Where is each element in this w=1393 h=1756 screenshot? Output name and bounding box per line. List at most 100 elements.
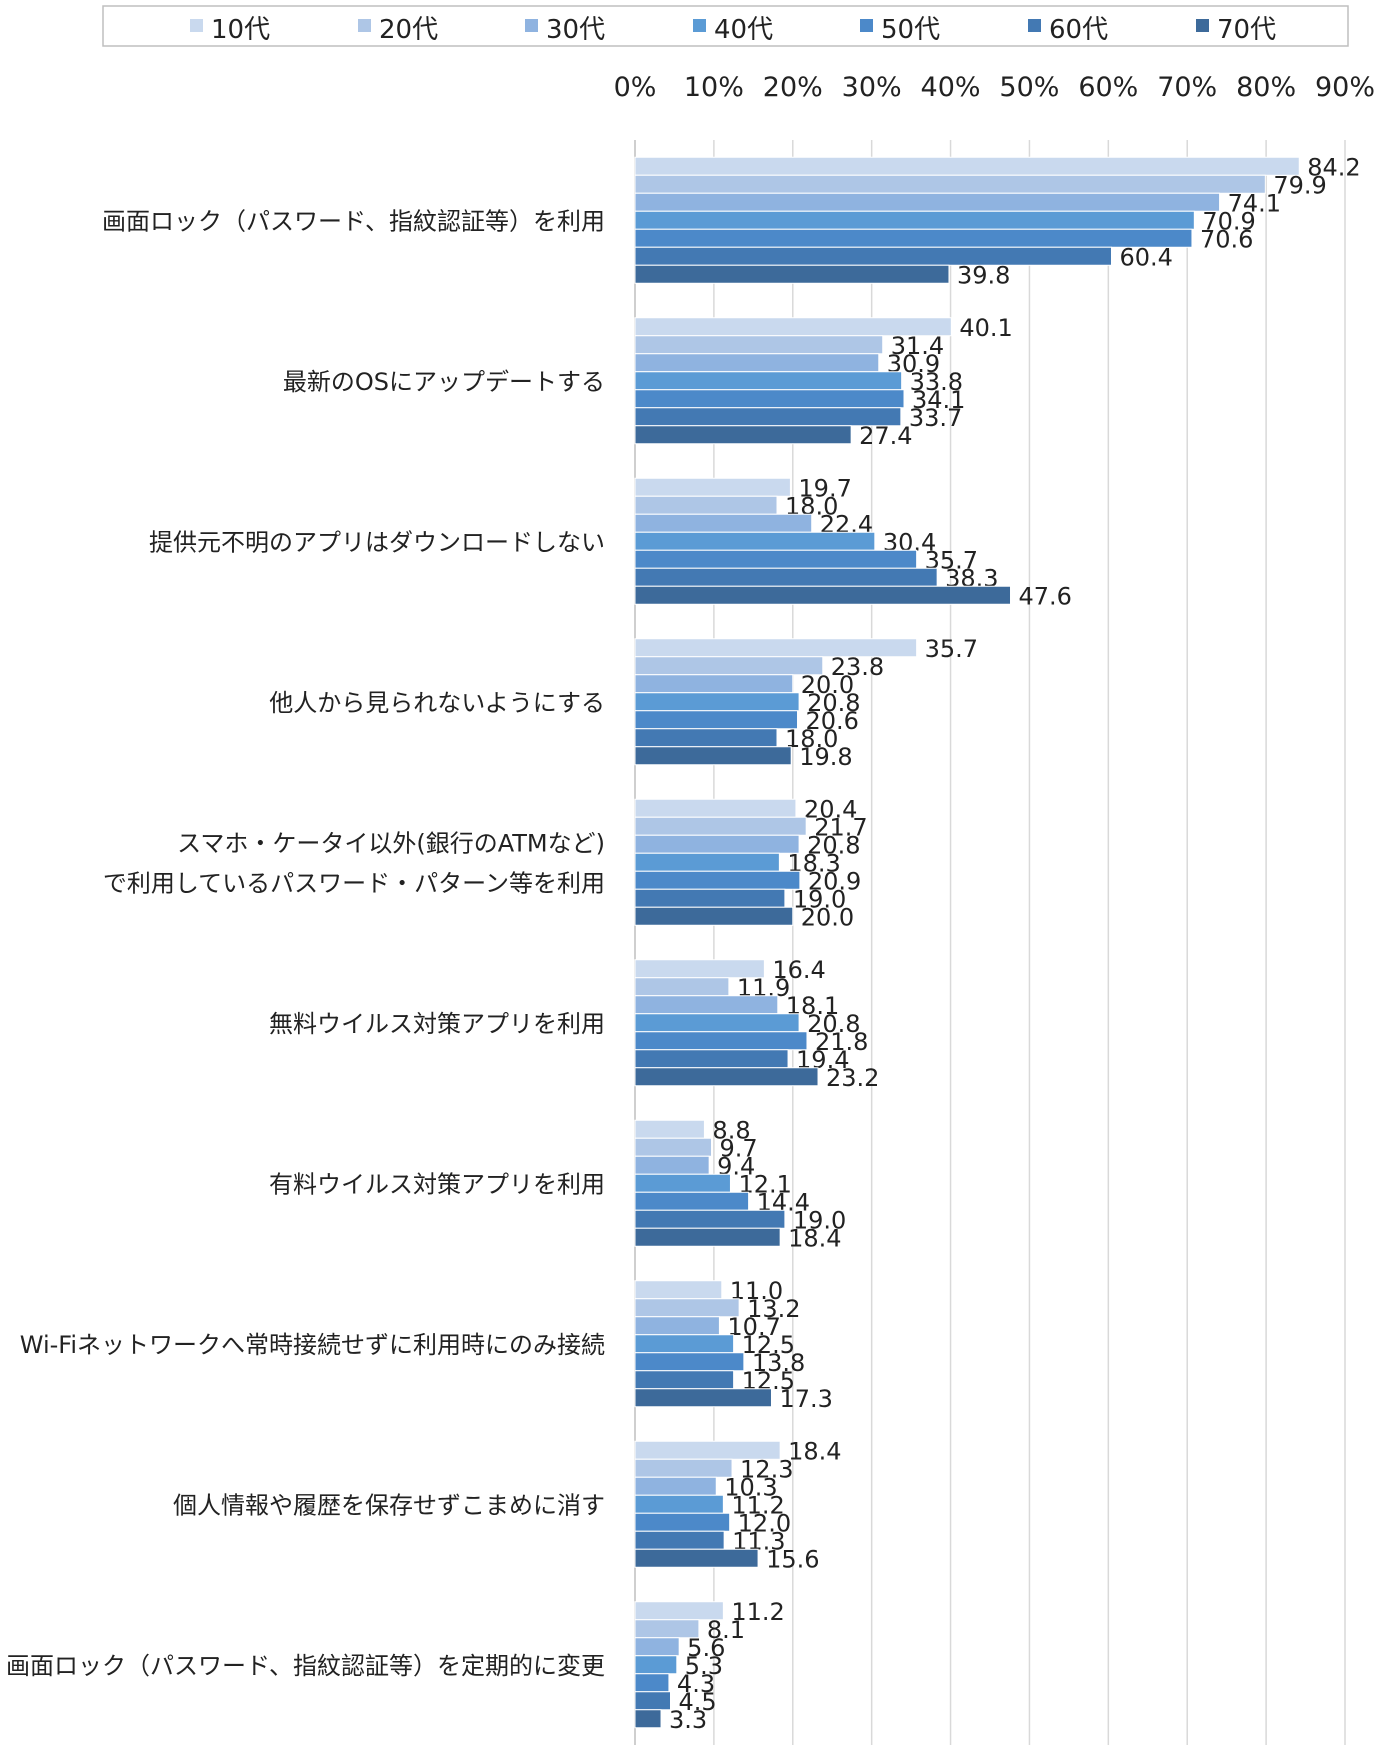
legend-label: 70代 bbox=[1217, 15, 1276, 45]
bar bbox=[634, 513, 813, 533]
category-label: 提供元不明のアプリはダウンロードしない bbox=[149, 528, 605, 556]
data-label: 35.7 bbox=[925, 635, 978, 663]
category-label: 最新のOSにアップデートする bbox=[283, 368, 605, 396]
data-label: 20.6 bbox=[806, 707, 859, 735]
bar bbox=[634, 852, 780, 872]
bars: 84.279.974.170.970.660.439.840.131.430.9… bbox=[634, 153, 1361, 1734]
x-tick-label: 30% bbox=[842, 72, 902, 103]
x-tick-label: 0% bbox=[614, 72, 657, 103]
bar bbox=[634, 870, 801, 890]
category-label: スマホ・ケータイ以外(銀行のATMなど) bbox=[177, 829, 605, 857]
x-tick-label: 70% bbox=[1157, 72, 1217, 103]
data-label: 16.4 bbox=[772, 956, 825, 984]
data-label: 20.8 bbox=[807, 689, 860, 717]
bar bbox=[634, 1298, 740, 1318]
category-label: Wi-Fiネットワークへ常時接続せずに利用時にのみ接続 bbox=[20, 1331, 605, 1359]
x-tick-label: 40% bbox=[921, 72, 981, 103]
data-label: 11.2 bbox=[731, 1598, 784, 1626]
bar bbox=[634, 335, 884, 355]
bar bbox=[634, 728, 778, 748]
bar bbox=[634, 995, 779, 1015]
bar bbox=[634, 531, 876, 551]
data-label: 4.5 bbox=[679, 1688, 717, 1716]
bar bbox=[634, 1530, 725, 1550]
category-label: 無料ウイルス対策アプリを利用 bbox=[269, 1010, 605, 1038]
data-label: 13.8 bbox=[752, 1349, 805, 1377]
legend-label: 30代 bbox=[546, 15, 605, 45]
bar bbox=[634, 834, 800, 854]
legend-label: 10代 bbox=[211, 15, 270, 45]
bar bbox=[634, 1155, 710, 1175]
data-label: 5.3 bbox=[685, 1652, 723, 1680]
x-tick-label: 90% bbox=[1315, 72, 1375, 103]
category-label: 画面ロック（パスワード、指紋認証等）を利用 bbox=[102, 207, 605, 235]
data-label: 70.6 bbox=[1200, 225, 1253, 253]
data-label: 11.2 bbox=[731, 1491, 784, 1519]
bar bbox=[634, 977, 730, 997]
data-label: 19.0 bbox=[793, 1206, 846, 1234]
bar bbox=[634, 192, 1221, 212]
data-label: 12.3 bbox=[740, 1455, 793, 1483]
bar bbox=[634, 1031, 808, 1051]
data-label: 13.2 bbox=[747, 1295, 800, 1323]
bar bbox=[634, 1280, 723, 1300]
bar bbox=[634, 1370, 735, 1390]
legend-box bbox=[102, 5, 1349, 47]
data-label: 21.7 bbox=[814, 813, 867, 841]
data-label: 18.4 bbox=[788, 1437, 841, 1465]
category-label: 有料ウイルス対策アプリを利用 bbox=[269, 1170, 605, 1198]
legend-label: 60代 bbox=[1049, 15, 1108, 45]
bar bbox=[634, 906, 794, 926]
bar bbox=[634, 353, 880, 373]
data-label: 19.8 bbox=[799, 743, 852, 771]
bar bbox=[634, 746, 792, 766]
category-label: 他人から見られないようにする bbox=[269, 689, 605, 717]
data-label: 20.8 bbox=[807, 1010, 860, 1038]
bar bbox=[634, 1173, 731, 1193]
data-label: 10.3 bbox=[724, 1473, 777, 1501]
bar bbox=[634, 567, 938, 587]
bar bbox=[634, 1049, 789, 1069]
data-label: 79.9 bbox=[1273, 171, 1326, 199]
data-label: 23.2 bbox=[826, 1064, 879, 1092]
data-label: 70.9 bbox=[1202, 207, 1255, 235]
bar bbox=[634, 228, 1193, 248]
data-label: 31.4 bbox=[891, 332, 944, 360]
bar bbox=[634, 710, 799, 730]
category-label: 画面ロック（パスワード、指紋認証等）を定期的に変更 bbox=[6, 1652, 605, 1680]
data-label: 20.4 bbox=[804, 795, 857, 823]
data-label: 8.1 bbox=[707, 1616, 745, 1644]
data-label: 20.8 bbox=[807, 831, 860, 859]
data-label: 12.0 bbox=[738, 1509, 791, 1537]
legend-label: 50代 bbox=[881, 15, 940, 45]
x-tick-label: 20% bbox=[763, 72, 823, 103]
bar bbox=[634, 692, 800, 712]
data-label: 19.0 bbox=[793, 885, 846, 913]
data-label: 27.4 bbox=[859, 422, 912, 450]
bar bbox=[634, 1637, 680, 1657]
bar bbox=[634, 1548, 759, 1568]
legend: 10代 20代 30代 40代 50代 60代 70代 bbox=[190, 15, 1276, 45]
bar bbox=[634, 888, 786, 908]
data-label: 23.8 bbox=[831, 653, 884, 681]
bar bbox=[634, 1494, 724, 1514]
legend-label: 40代 bbox=[714, 15, 773, 45]
bar bbox=[634, 1709, 662, 1729]
bar bbox=[634, 156, 1300, 176]
data-label: 20.0 bbox=[801, 903, 854, 931]
bar bbox=[634, 1673, 670, 1693]
data-label: 19.7 bbox=[798, 474, 851, 502]
data-label: 18.0 bbox=[785, 725, 838, 753]
data-label: 34.1 bbox=[912, 386, 965, 414]
data-label: 3.3 bbox=[669, 1706, 707, 1734]
data-label: 4.3 bbox=[677, 1670, 715, 1698]
bar bbox=[634, 1512, 731, 1532]
bar bbox=[634, 495, 778, 515]
bar bbox=[634, 1388, 772, 1408]
bar bbox=[634, 264, 950, 284]
x-tick-label: 50% bbox=[999, 72, 1059, 103]
data-label: 8.8 bbox=[712, 1116, 750, 1144]
legend-label: 20代 bbox=[379, 15, 438, 45]
data-label: 10.7 bbox=[727, 1313, 780, 1341]
